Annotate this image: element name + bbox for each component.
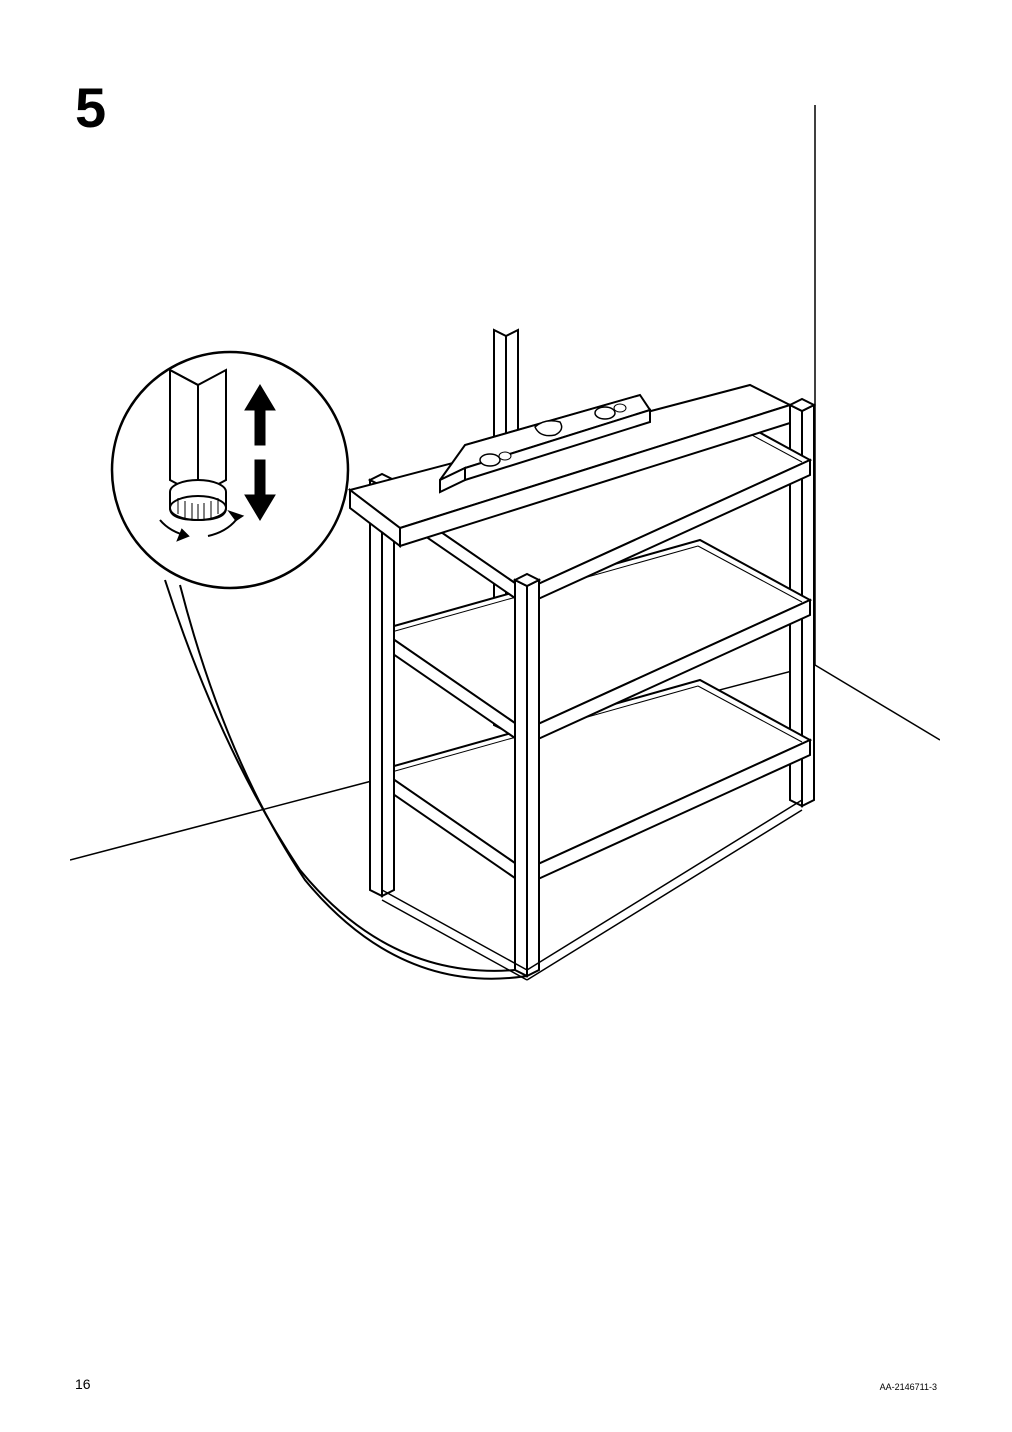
assembly-instruction-page: 5	[0, 0, 1012, 1432]
document-id: AA-2146711-3	[880, 1382, 937, 1392]
detail-circle	[112, 352, 348, 588]
page-number: 16	[75, 1376, 91, 1392]
adjustable-foot	[170, 480, 226, 520]
assembly-diagram	[70, 100, 940, 1000]
